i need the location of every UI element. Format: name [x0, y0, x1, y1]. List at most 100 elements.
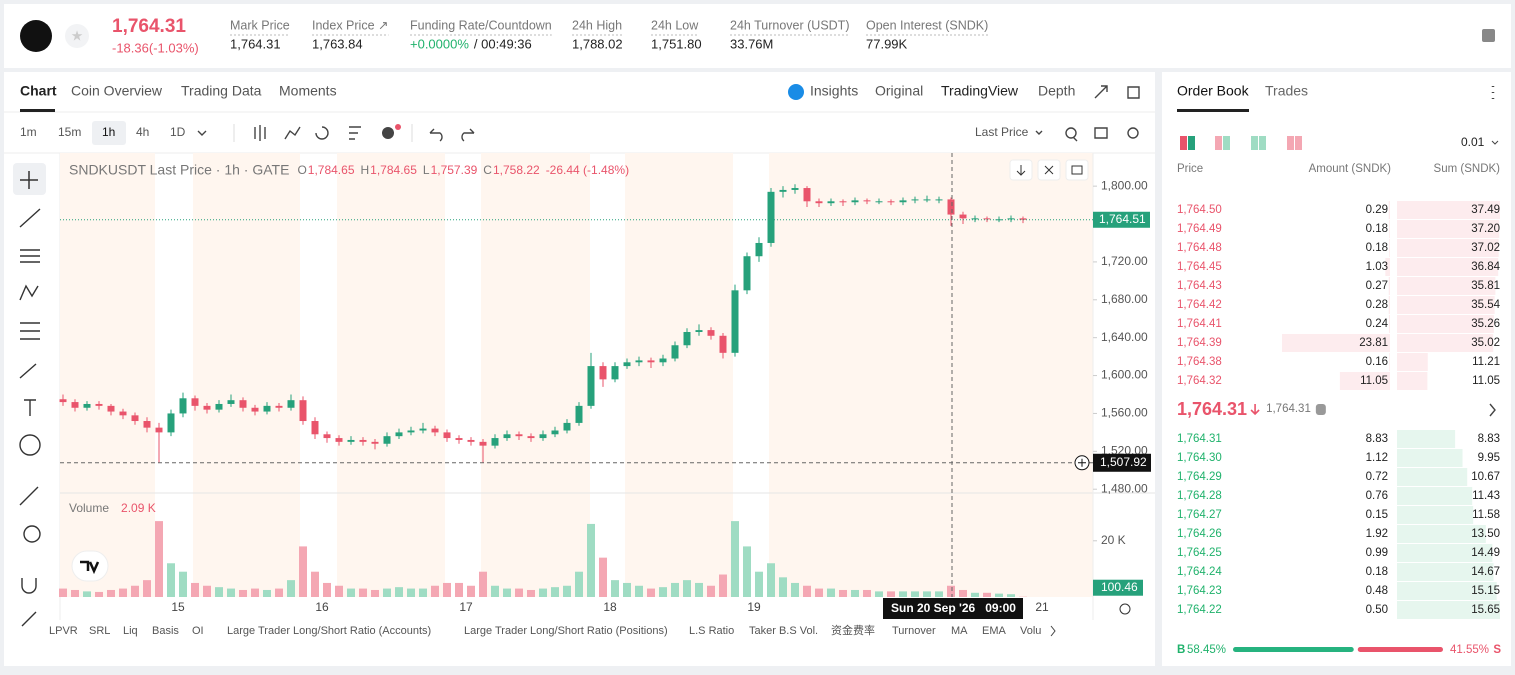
interval[interactable]: 1m — [20, 125, 37, 139]
ob-price[interactable]: 1,764.30 — [1177, 452, 1222, 464]
ob-view[interactable] — [1215, 136, 1222, 150]
chart-tab[interactable]: Chart — [20, 83, 57, 99]
ob-price[interactable]: 1,764.50 — [1177, 204, 1222, 216]
ob-price[interactable]: 1,764.41 — [1177, 318, 1222, 330]
star-icon[interactable]: ★ — [71, 28, 84, 44]
ob-precision[interactable]: 0.01 — [1461, 135, 1485, 149]
countdown: / 00:49:36 — [474, 36, 532, 51]
stat-value: 1,788.02 — [572, 36, 623, 51]
indicator[interactable]: LPVR — [49, 625, 78, 637]
view-tab[interactable]: Original — [875, 83, 923, 99]
ob-amount: 0.27 — [1366, 280, 1388, 292]
amount-bar — [1389, 239, 1390, 257]
indicator[interactable]: Large Trader Long/Short Ratio (Positions… — [464, 625, 668, 637]
indicator[interactable]: Large Trader Long/Short Ratio (Accounts) — [227, 625, 431, 637]
ob-tab[interactable]: Order Book — [1177, 83, 1250, 99]
ob-price[interactable]: 1,764.43 — [1177, 280, 1222, 292]
ob-price[interactable]: 1,764.38 — [1177, 356, 1222, 368]
dropdown[interactable]: Last Price — [975, 125, 1029, 139]
indicator[interactable]: Turnover — [892, 625, 936, 637]
ob-price[interactable]: 1,764.42 — [1177, 299, 1222, 311]
ob-amount: 0.28 — [1366, 299, 1388, 311]
indicator[interactable]: L.S Ratio — [689, 625, 734, 637]
ob-sum: 35.26 — [1471, 318, 1500, 330]
volume-bar — [815, 589, 823, 597]
stat-label: Index Price ↗ — [312, 18, 388, 32]
candle-body — [240, 400, 247, 408]
legend-value: 1,784.65 — [370, 163, 417, 177]
ob-price[interactable]: 1,764.32 — [1177, 375, 1222, 387]
ob-price[interactable]: 1,764.23 — [1177, 585, 1222, 597]
ob-sum: 14.49 — [1471, 547, 1500, 559]
ob-sum: 35.81 — [1471, 280, 1500, 292]
view-tab[interactable]: Insights — [810, 83, 858, 99]
indicator[interactable]: MA — [951, 625, 968, 637]
ob-price[interactable]: 1,764.22 — [1177, 604, 1222, 616]
volume-bar — [755, 572, 763, 597]
ob-view[interactable] — [1180, 136, 1187, 150]
ob-tab[interactable]: Trades — [1265, 83, 1308, 99]
candle-body — [180, 398, 187, 413]
candle-body — [264, 406, 271, 412]
interval[interactable]: 15m — [58, 125, 81, 139]
ob-sum: 36.84 — [1471, 261, 1500, 273]
view-tab[interactable]: TradingView — [941, 83, 1019, 99]
candle-body — [288, 400, 295, 408]
indicator[interactable]: Taker B.S Vol. — [749, 625, 818, 637]
candle-body — [108, 406, 115, 412]
candle-body — [384, 436, 391, 444]
ob-view[interactable] — [1223, 136, 1230, 150]
ob-view[interactable] — [1259, 136, 1266, 150]
ob-price[interactable]: 1,764.31 — [1177, 433, 1222, 445]
chart-tab[interactable]: Moments — [279, 83, 337, 99]
interval[interactable]: 1h — [102, 125, 115, 139]
chart-tab[interactable]: Coin Overview — [71, 83, 163, 99]
indicator[interactable]: 资金费率 — [831, 623, 875, 637]
volume-bar — [311, 572, 319, 597]
indicator[interactable]: OI — [192, 625, 204, 637]
ob-price[interactable]: 1,764.27 — [1177, 509, 1222, 521]
ob-view[interactable] — [1251, 136, 1258, 150]
ob-price[interactable]: 1,764.48 — [1177, 242, 1222, 254]
ob-price[interactable]: 1,764.49 — [1177, 223, 1222, 235]
legend-value: 1,758.22 — [493, 163, 540, 177]
ob-price[interactable]: 1,764.24 — [1177, 566, 1222, 578]
ob-view[interactable] — [1287, 136, 1294, 150]
ob-amount: 1.03 — [1366, 261, 1388, 273]
volume-title: Volume — [69, 501, 109, 515]
ob-price[interactable]: 1,764.26 — [1177, 528, 1222, 540]
indicator[interactable]: Volu — [1020, 625, 1041, 637]
book-icon[interactable] — [1482, 29, 1495, 42]
ob-price[interactable]: 1,764.39 — [1177, 337, 1222, 349]
volume-bar — [71, 590, 79, 597]
chart-control[interactable] — [1066, 160, 1088, 180]
candle-body — [156, 428, 163, 433]
view-tab[interactable]: Depth — [1038, 83, 1075, 99]
ob-price[interactable]: 1,764.25 — [1177, 547, 1222, 559]
indicator[interactable]: EMA — [982, 625, 1007, 637]
indicator[interactable]: Basis — [152, 625, 179, 637]
x-tick-label: 18 — [603, 600, 617, 614]
candle-body — [432, 429, 439, 433]
ob-price[interactable]: 1,764.29 — [1177, 471, 1222, 483]
indicator[interactable]: SRL — [89, 625, 110, 637]
y-tick-label: 1,680.00 — [1101, 292, 1148, 306]
legend-value: 1,784.65 — [308, 163, 355, 177]
ob-price[interactable]: 1,764.28 — [1177, 490, 1222, 502]
stat-value: 77.99K — [866, 36, 908, 51]
chart-tab[interactable]: Trading Data — [181, 83, 262, 99]
x-tick-label: 21 — [1035, 600, 1049, 614]
volume-bar — [611, 580, 619, 597]
interval[interactable]: 4h — [136, 125, 149, 139]
ob-price[interactable]: 1,764.45 — [1177, 261, 1222, 273]
volume-last: 100.46 — [1101, 580, 1138, 594]
indicator[interactable]: Liq — [123, 625, 138, 637]
ob-view[interactable] — [1188, 136, 1195, 150]
add-indicator[interactable] — [382, 127, 394, 139]
candle-body — [660, 359, 667, 363]
ob-view[interactable] — [1295, 136, 1302, 150]
candle-body — [444, 432, 451, 438]
interval[interactable]: 1D — [170, 125, 186, 139]
ob-amount: 0.99 — [1366, 547, 1388, 559]
volume-bar — [167, 563, 175, 597]
